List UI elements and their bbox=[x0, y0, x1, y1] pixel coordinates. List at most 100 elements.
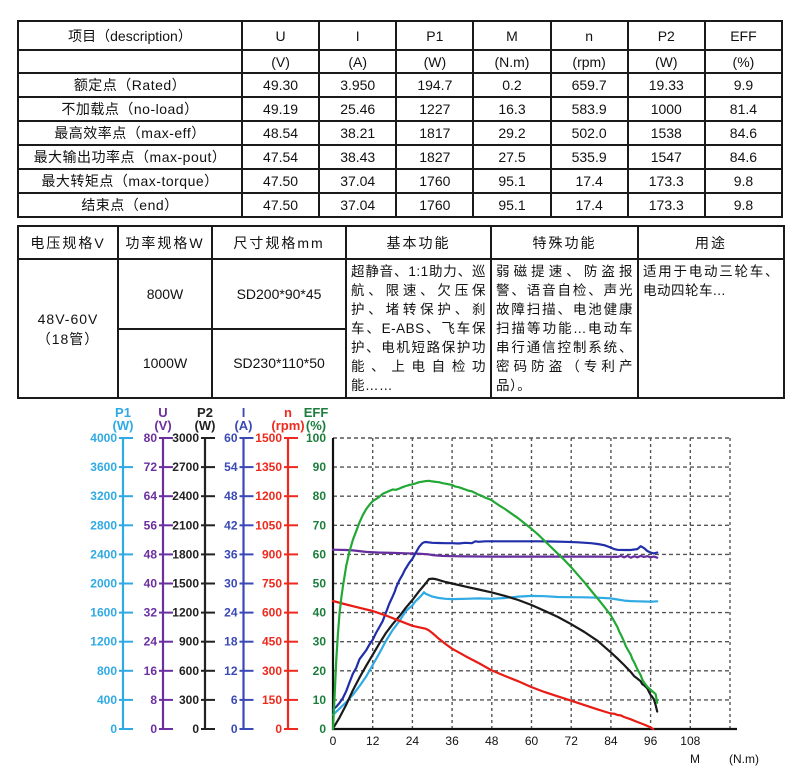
x-tick-label: 96 bbox=[644, 734, 658, 748]
axis-title-P1: P1 bbox=[115, 405, 131, 420]
table-row: 48V-60V （18管） 800W SD200*90*45 超静音、1:1助力… bbox=[17, 258, 785, 399]
tick-label-n: 1500 bbox=[255, 431, 282, 445]
table-row: 最大转矩点（max-torque） 47.50 37.04 1760 95.1 … bbox=[17, 168, 784, 194]
tick-label-P1: 1600 bbox=[90, 606, 117, 620]
t1-unit-v: (V) bbox=[240, 49, 321, 74]
x-axis-unit: (N.m) bbox=[729, 752, 759, 766]
t1-row-label: 最大转矩点（max-torque） bbox=[17, 168, 243, 194]
t1-cell: 27.5 bbox=[472, 144, 552, 170]
t1-cell: 16.3 bbox=[472, 96, 552, 122]
t1-cell: 84.6 bbox=[703, 120, 784, 146]
t1-row-label: 不加载点（no-load） bbox=[17, 96, 243, 122]
t1-cell: 3.950 bbox=[318, 72, 398, 98]
voltage-line1: 48V-60V bbox=[37, 310, 99, 327]
axis-title-EFF: EFF bbox=[304, 405, 329, 420]
t1-cell: 1760 bbox=[395, 192, 475, 218]
t1-cell: 173.3 bbox=[626, 168, 706, 194]
tick-label-n: 300 bbox=[262, 664, 282, 678]
t1-cell: 37.04 bbox=[318, 168, 398, 194]
curve-EFF bbox=[331, 479, 659, 731]
t1-cell: 1760 bbox=[395, 168, 475, 194]
tick-label-I: 36 bbox=[224, 547, 238, 561]
t1-cell: 29.2 bbox=[472, 120, 552, 146]
tick-label-P2: 1800 bbox=[172, 547, 199, 561]
t1-cell: 95.1 bbox=[472, 168, 552, 194]
tick-label-EFF: 80 bbox=[313, 489, 327, 503]
t1-row-label: 额定点（Rated） bbox=[17, 72, 243, 98]
axis-unit-P1: (W) bbox=[113, 418, 134, 433]
tick-label-I: 24 bbox=[224, 606, 238, 620]
t1-cell: 194.7 bbox=[395, 72, 475, 98]
tick-label-n: 900 bbox=[262, 547, 282, 561]
tick-label-n: 1350 bbox=[255, 460, 282, 474]
table-row: 结束点（end） 47.50 37.04 1760 95.1 17.4 173.… bbox=[17, 192, 784, 218]
tick-label-U: 40 bbox=[144, 577, 158, 591]
tick-label-I: 18 bbox=[224, 635, 238, 649]
tick-label-P1: 2000 bbox=[90, 577, 117, 591]
tick-label-P2: 900 bbox=[179, 635, 199, 649]
tick-label-P1: 3200 bbox=[90, 489, 117, 503]
tick-label-n: 450 bbox=[262, 635, 282, 649]
test-data-table: 项目（description） U I P1 M n P2 EFF (V) (A… bbox=[17, 20, 784, 218]
t1-cell: 47.54 bbox=[240, 144, 321, 170]
t1-unit-nm: (N.m) bbox=[472, 49, 552, 74]
tick-label-P2: 600 bbox=[179, 664, 199, 678]
curve-P2 bbox=[331, 577, 659, 730]
t1-cell: 9.8 bbox=[703, 192, 784, 218]
tick-label-I: 42 bbox=[224, 518, 238, 532]
t1-cell: 1000 bbox=[626, 96, 706, 122]
tick-label-P1: 2800 bbox=[90, 518, 117, 532]
tick-label-P1: 0 bbox=[110, 722, 117, 736]
tick-label-EFF: 30 bbox=[313, 635, 327, 649]
x-tick-label: 84 bbox=[604, 734, 618, 748]
axis-unit-I: (A) bbox=[234, 418, 252, 433]
x-tick-label: 60 bbox=[525, 734, 539, 748]
t1-cell: 25.46 bbox=[318, 96, 398, 122]
x-tick-label: 72 bbox=[565, 734, 579, 748]
axis-unit-U: (V) bbox=[154, 418, 171, 433]
tick-label-U: 72 bbox=[144, 460, 158, 474]
curve-I bbox=[331, 540, 659, 711]
t2-size-cell: SD200*90*45 bbox=[211, 258, 347, 330]
t1-col-header-description: 项目（description） bbox=[17, 20, 243, 51]
t1-col-header-p1: P1 bbox=[395, 20, 475, 51]
t1-cell: 81.4 bbox=[703, 96, 784, 122]
t1-col-header-eff: EFF bbox=[703, 20, 784, 51]
t2-special-functions-cell: 弱磁提速、防盗报警、语音自检、声光故障扫描、电池健康扫描等功能...电动车串行通… bbox=[490, 258, 639, 399]
axis-unit-P2: (W) bbox=[195, 418, 216, 433]
t1-cell: 1227 bbox=[395, 96, 475, 122]
tick-label-n: 150 bbox=[262, 693, 282, 707]
x-tick-label: 12 bbox=[366, 734, 380, 748]
t2-col-header-usage: 用途 bbox=[637, 225, 785, 260]
t2-usage-cell: 适用于电动三轮车、电动四轮车... bbox=[637, 258, 785, 399]
spec-table: 电压规格V 功率规格W 尺寸规格mm 基本功能 特殊功能 用途 48V-60V … bbox=[17, 225, 785, 399]
t1-unit-w1: (W) bbox=[395, 49, 475, 74]
t2-basic-functions-cell: 超静音、1:1助力、巡航、限速、欠压保护、堵转保护、刹车、E-ABS、飞车保护、… bbox=[345, 258, 492, 399]
tick-label-EFF: 20 bbox=[313, 664, 327, 678]
tick-label-EFF: 50 bbox=[313, 577, 327, 591]
tick-label-P2: 0 bbox=[192, 722, 199, 736]
t1-cell: 49.19 bbox=[240, 96, 321, 122]
t1-unit-w2: (W) bbox=[626, 49, 706, 74]
t1-cell: 0.2 bbox=[472, 72, 552, 98]
t1-unit-empty bbox=[17, 49, 243, 74]
curve-n bbox=[331, 599, 655, 731]
table-row: 不加载点（no-load） 49.19 25.46 1227 16.3 583.… bbox=[17, 96, 784, 122]
t2-size-cell: SD230*110*50 bbox=[211, 327, 347, 399]
table-row: 最高效率点（max-eff） 48.54 38.21 1817 29.2 502… bbox=[17, 120, 784, 146]
tick-label-P2: 300 bbox=[179, 693, 199, 707]
t1-cell: 17.4 bbox=[549, 192, 629, 218]
t1-cell: 38.21 bbox=[318, 120, 398, 146]
axis-title-n: n bbox=[284, 405, 292, 420]
tick-label-EFF: 60 bbox=[313, 547, 327, 561]
x-tick-label: 36 bbox=[445, 734, 459, 748]
tick-label-P1: 1200 bbox=[90, 635, 117, 649]
tick-label-I: 0 bbox=[231, 722, 238, 736]
t1-cell: 583.9 bbox=[549, 96, 629, 122]
t1-cell: 502.0 bbox=[549, 120, 629, 146]
axis-title-I: I bbox=[242, 405, 246, 420]
tick-label-EFF: 0 bbox=[319, 722, 326, 736]
t1-row-label: 最高效率点（max-eff） bbox=[17, 120, 243, 146]
tick-label-I: 6 bbox=[231, 693, 238, 707]
